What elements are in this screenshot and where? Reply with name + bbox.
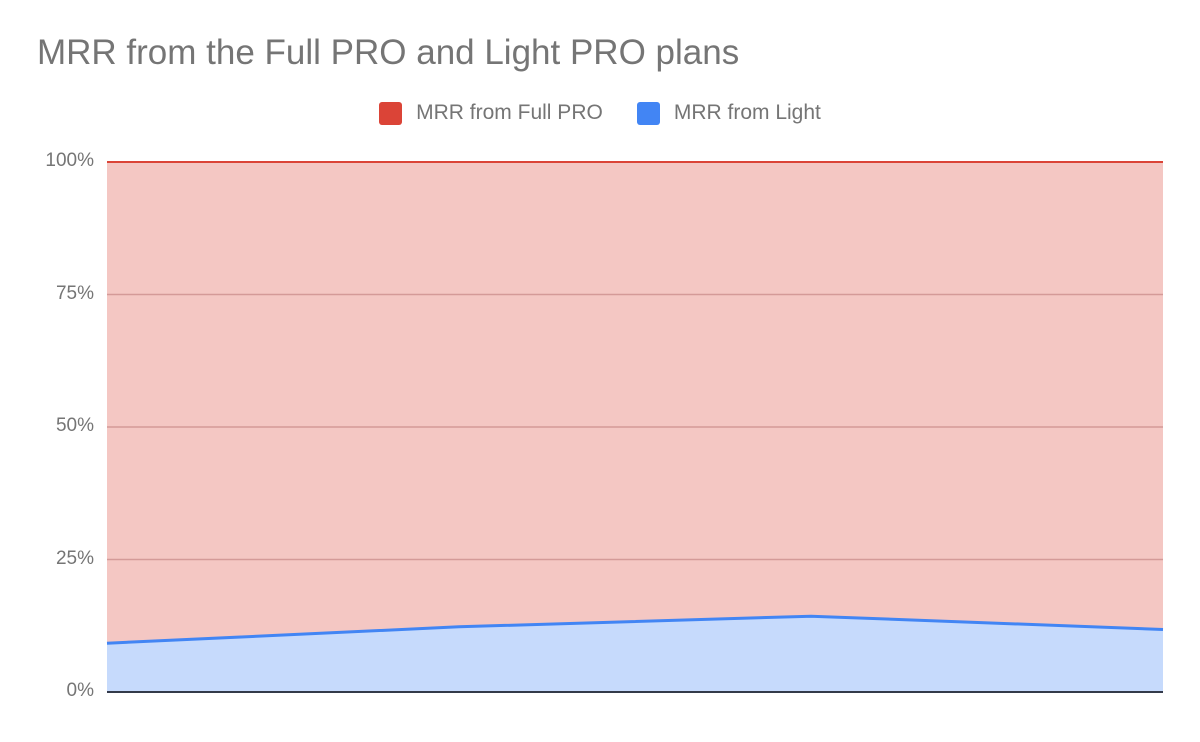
chart-legend: MRR from Full PRO MRR from Light	[0, 101, 1200, 125]
y-tick-100: 100%	[45, 150, 94, 171]
legend-label-light: MRR from Light	[673, 101, 821, 124]
area-light	[107, 616, 1163, 692]
y-tick-25: 25%	[55, 548, 94, 569]
legend-swatch-full-pro	[379, 101, 403, 125]
y-tick-0: 0%	[66, 680, 94, 701]
chart-title: MRR from the Full PRO and Light PRO plan…	[37, 33, 740, 72]
legend-label-full-pro: MRR from Full PRO	[416, 101, 603, 124]
legend-item-light[interactable]: MRR from Light	[636, 101, 821, 125]
line-light	[106, 614, 1164, 645]
y-tick-50: 50%	[55, 415, 94, 436]
y-tick-75: 75%	[55, 283, 94, 304]
legend-swatch-light	[636, 101, 660, 125]
legend-item-full-pro[interactable]: MRR from Full PRO	[379, 101, 603, 125]
